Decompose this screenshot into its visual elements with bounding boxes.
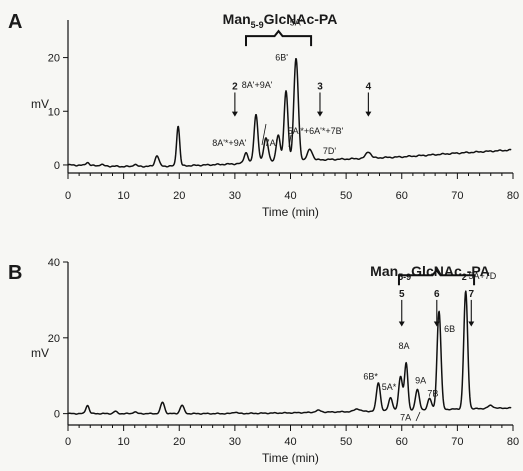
x-tick-label: 10 bbox=[118, 190, 130, 202]
arrow-label: 6 bbox=[434, 289, 440, 300]
peak-label: 5A* bbox=[382, 382, 397, 392]
peak-label: 7A bbox=[400, 412, 411, 422]
y-tick-label: 20 bbox=[48, 333, 60, 345]
leader-line bbox=[288, 134, 292, 148]
arrow-label: 2 bbox=[232, 81, 238, 92]
y-axis-label: mV bbox=[31, 346, 49, 360]
x-tick-label: 70 bbox=[451, 190, 463, 202]
y-axis-label: mV bbox=[31, 97, 49, 111]
panel-a: A Man5-9GlcNAc-PA 0 10 20 30 40 50 60 70 80 0 10 20 mV… bbox=[8, 11, 519, 219]
chromatogram-trace bbox=[67, 57, 512, 168]
peak-label: 6B* bbox=[363, 372, 378, 382]
arrow-label: 3 bbox=[317, 81, 323, 92]
peak-label: 8A'*+9A' bbox=[212, 138, 246, 148]
x-tick-label: 60 bbox=[396, 190, 408, 202]
arrow-label: 5 bbox=[399, 289, 405, 300]
x-tick-label: 20 bbox=[173, 190, 185, 202]
peak-label: 5A'*+6A'*+7B' bbox=[288, 126, 344, 136]
x-tick-label: 40 bbox=[284, 436, 296, 448]
peak-label: 8A bbox=[398, 341, 409, 351]
peak-label: 7A' bbox=[265, 138, 278, 148]
panel-title: Man5-9GlcNAc-PA bbox=[223, 11, 338, 30]
y-tick-label: 10 bbox=[48, 106, 60, 118]
panel-letter: B bbox=[8, 262, 22, 284]
x-tick-label: 40 bbox=[284, 190, 296, 202]
y-tick-label: 0 bbox=[54, 409, 60, 421]
peak-label: 6B' bbox=[275, 52, 288, 62]
x-tick-label: 50 bbox=[340, 436, 352, 448]
arrow-head bbox=[433, 321, 440, 327]
panel-letter: A bbox=[8, 11, 22, 33]
peak-label: 6B bbox=[444, 324, 455, 334]
panel-b: B Man5-9GlcNAc2-PA0 10 20 30 40 50 60 70 8002040m… bbox=[8, 257, 519, 465]
x-axis-label: Time (min) bbox=[262, 205, 319, 219]
x-tick-label: 10 bbox=[118, 436, 130, 448]
x-tick-label: 80 bbox=[507, 190, 519, 202]
x-tick-label: 70 bbox=[451, 436, 463, 448]
arrow-head bbox=[365, 111, 372, 117]
y-tick-label: 20 bbox=[48, 53, 60, 65]
arrow-head bbox=[468, 321, 475, 327]
arrow-label: 7 bbox=[469, 289, 475, 300]
x-tick-label: 30 bbox=[229, 436, 241, 448]
peak-label: 9A bbox=[415, 375, 426, 385]
chromatogram-trace bbox=[67, 290, 512, 415]
arrow-head bbox=[316, 111, 323, 117]
x-tick-label: 30 bbox=[229, 190, 241, 202]
peak-group-bracket bbox=[245, 29, 313, 47]
peak-label: 7D' bbox=[323, 146, 337, 156]
y-tick-label: 0 bbox=[54, 160, 60, 172]
leader-line bbox=[415, 411, 421, 422]
arrow-head bbox=[231, 111, 238, 117]
peak-label: 8A'+9A' bbox=[242, 80, 273, 90]
x-axis-label: Time (min) bbox=[262, 451, 319, 465]
peak-label: 7B bbox=[427, 389, 438, 399]
arrow-label: 4 bbox=[366, 81, 372, 92]
x-tick-label: 50 bbox=[340, 190, 352, 202]
peak-group-bracket bbox=[397, 268, 476, 286]
x-tick-label: 80 bbox=[507, 436, 519, 448]
peak-label: 5A+7D bbox=[469, 271, 497, 281]
arrow-head bbox=[398, 321, 405, 327]
y-tick-label: 40 bbox=[48, 257, 60, 269]
x-tick-label: 0 bbox=[65, 436, 71, 448]
x-tick-label: 0 bbox=[65, 190, 71, 202]
peak-label: 5A' bbox=[290, 17, 303, 27]
x-tick-label: 20 bbox=[173, 436, 185, 448]
leader-line bbox=[261, 123, 267, 146]
x-tick-label: 60 bbox=[396, 436, 408, 448]
